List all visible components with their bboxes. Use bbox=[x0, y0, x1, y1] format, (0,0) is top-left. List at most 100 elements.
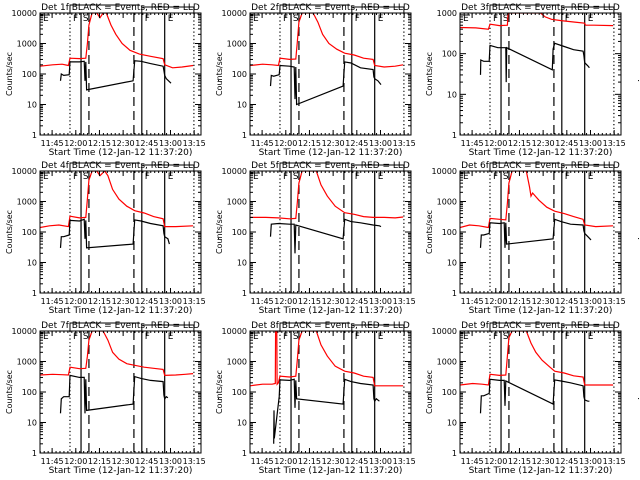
x-tick-label: 12:45 bbox=[555, 139, 578, 148]
x-tick-label: 11:45 bbox=[461, 139, 484, 148]
x-tick-label: 12:45 bbox=[555, 297, 578, 306]
x-tick-label: 13:15 bbox=[603, 457, 626, 466]
x-tick-label: 12:45 bbox=[345, 139, 368, 148]
series-lld-line bbox=[250, 13, 404, 68]
x-axis-label: Start Time (12-Jan-12 11:37:20) bbox=[259, 148, 403, 158]
interval-marker-label: F bbox=[73, 172, 78, 182]
series-events-line bbox=[479, 378, 590, 414]
y-tick-label: 10000 bbox=[222, 167, 247, 176]
interval-marker-label: S bbox=[83, 172, 89, 182]
y-tick-label: 10 bbox=[237, 419, 247, 428]
x-tick-label: 12:15 bbox=[508, 457, 531, 466]
plot-frame bbox=[39, 170, 202, 294]
y-tick-label: 1 bbox=[242, 449, 247, 458]
interval-marker-label: S bbox=[293, 14, 299, 24]
series-lld-line bbox=[40, 171, 194, 229]
interval-marker-label: F bbox=[493, 14, 498, 24]
x-tick-label: 13:15 bbox=[183, 297, 206, 306]
y-tick-label: 100 bbox=[22, 70, 37, 79]
x-tick-label: 13:00 bbox=[579, 139, 602, 148]
interval-marker-label: E bbox=[463, 14, 469, 24]
y-tick-label: 100 bbox=[442, 50, 457, 59]
series-events-line bbox=[479, 218, 592, 248]
interval-marker-label: S bbox=[293, 332, 299, 342]
panel-title: Det 4f BLACK = Events, RED = LLD bbox=[41, 161, 200, 171]
interval-marker-label: F bbox=[73, 332, 78, 342]
x-tick-label: 12:30 bbox=[322, 457, 345, 466]
x-axis-label: Start Time (12-Jan-12 11:37:20) bbox=[49, 306, 193, 316]
y-tick-label: 10000 bbox=[12, 167, 37, 176]
x-tick-label: 12:15 bbox=[298, 139, 321, 148]
series-events-line bbox=[59, 218, 170, 249]
y-axis-label: Counts/sec bbox=[215, 52, 224, 96]
x-tick-label: 12:30 bbox=[532, 297, 555, 306]
stray-pixel bbox=[428, 238, 429, 240]
plot-frame bbox=[459, 170, 622, 294]
panel-title: Det 9f BLACK = Events, RED = LLD bbox=[461, 321, 620, 331]
series-lld-line bbox=[40, 13, 194, 69]
x-tick-label: 12:15 bbox=[298, 297, 321, 306]
interval-marker-label: F bbox=[565, 172, 570, 182]
interval-marker-label: E bbox=[463, 172, 469, 182]
stray-pixel bbox=[218, 398, 219, 400]
x-tick-label: 12:15 bbox=[88, 297, 111, 306]
y-tick-label: 10000 bbox=[222, 9, 247, 18]
y-axis-label: Counts/sec bbox=[215, 370, 224, 414]
interval-marker-label: S bbox=[503, 172, 509, 182]
x-tick-label: 11:45 bbox=[41, 297, 64, 306]
stray-pixel bbox=[428, 398, 429, 400]
y-tick-label: 1000 bbox=[227, 40, 247, 49]
x-tick-label: 12:45 bbox=[135, 139, 158, 148]
interval-marker-label: E bbox=[43, 172, 49, 182]
interval-marker-label: E bbox=[463, 332, 469, 342]
y-tick-label: 100 bbox=[232, 228, 247, 237]
series-events-line bbox=[479, 42, 590, 83]
x-tick-label: 12:30 bbox=[112, 139, 135, 148]
interval-marker-label: F bbox=[493, 172, 498, 182]
x-tick-label: 12:00 bbox=[64, 139, 87, 148]
y-tick-label: 10 bbox=[27, 419, 37, 428]
x-tick-label: 11:45 bbox=[251, 457, 274, 466]
interval-marker-label: F bbox=[355, 172, 360, 182]
x-tick-label: 12:45 bbox=[135, 297, 158, 306]
y-axis-label: Counts/sec bbox=[5, 370, 14, 414]
interval-marker-label: E bbox=[253, 332, 259, 342]
y-tick-label: 1000 bbox=[437, 198, 457, 207]
y-tick-label: 1000 bbox=[17, 40, 37, 49]
y-tick-label: 10 bbox=[27, 259, 37, 268]
x-tick-label: 13:00 bbox=[579, 457, 602, 466]
interval-marker-label: F bbox=[565, 14, 570, 24]
interval-marker-label: E bbox=[43, 14, 49, 24]
x-tick-label: 13:00 bbox=[159, 139, 182, 148]
y-tick-label: 1 bbox=[452, 131, 457, 140]
plot-frame bbox=[459, 330, 622, 454]
y-axis-label: Counts/sec bbox=[425, 370, 434, 414]
interval-marker-label: S bbox=[83, 14, 89, 24]
y-tick-label: 10 bbox=[447, 259, 457, 268]
x-tick-label: 12:45 bbox=[555, 457, 578, 466]
x-tick-label: 11:45 bbox=[461, 297, 484, 306]
stray-pixel bbox=[428, 80, 429, 82]
interval-marker-label: S bbox=[503, 332, 509, 342]
series-lld-line bbox=[460, 171, 614, 229]
series-events-line bbox=[269, 61, 382, 106]
x-tick-label: 12:00 bbox=[274, 139, 297, 148]
y-tick-label: 1 bbox=[452, 449, 457, 458]
y-tick-label: 10 bbox=[447, 419, 457, 428]
panel-title: Det 2f BLACK = Events, RED = LLD bbox=[251, 3, 410, 13]
interval-marker-label: E bbox=[378, 332, 384, 342]
y-tick-label: 1 bbox=[32, 131, 37, 140]
y-tick-label: 100 bbox=[232, 388, 247, 397]
x-tick-label: 12:30 bbox=[532, 457, 555, 466]
interval-marker-label: E bbox=[588, 14, 594, 24]
y-tick-label: 1000 bbox=[227, 198, 247, 207]
x-tick-label: 12:30 bbox=[322, 297, 345, 306]
x-axis-label: Start Time (12-Jan-12 11:37:20) bbox=[469, 148, 613, 158]
series-events-line bbox=[59, 374, 169, 414]
